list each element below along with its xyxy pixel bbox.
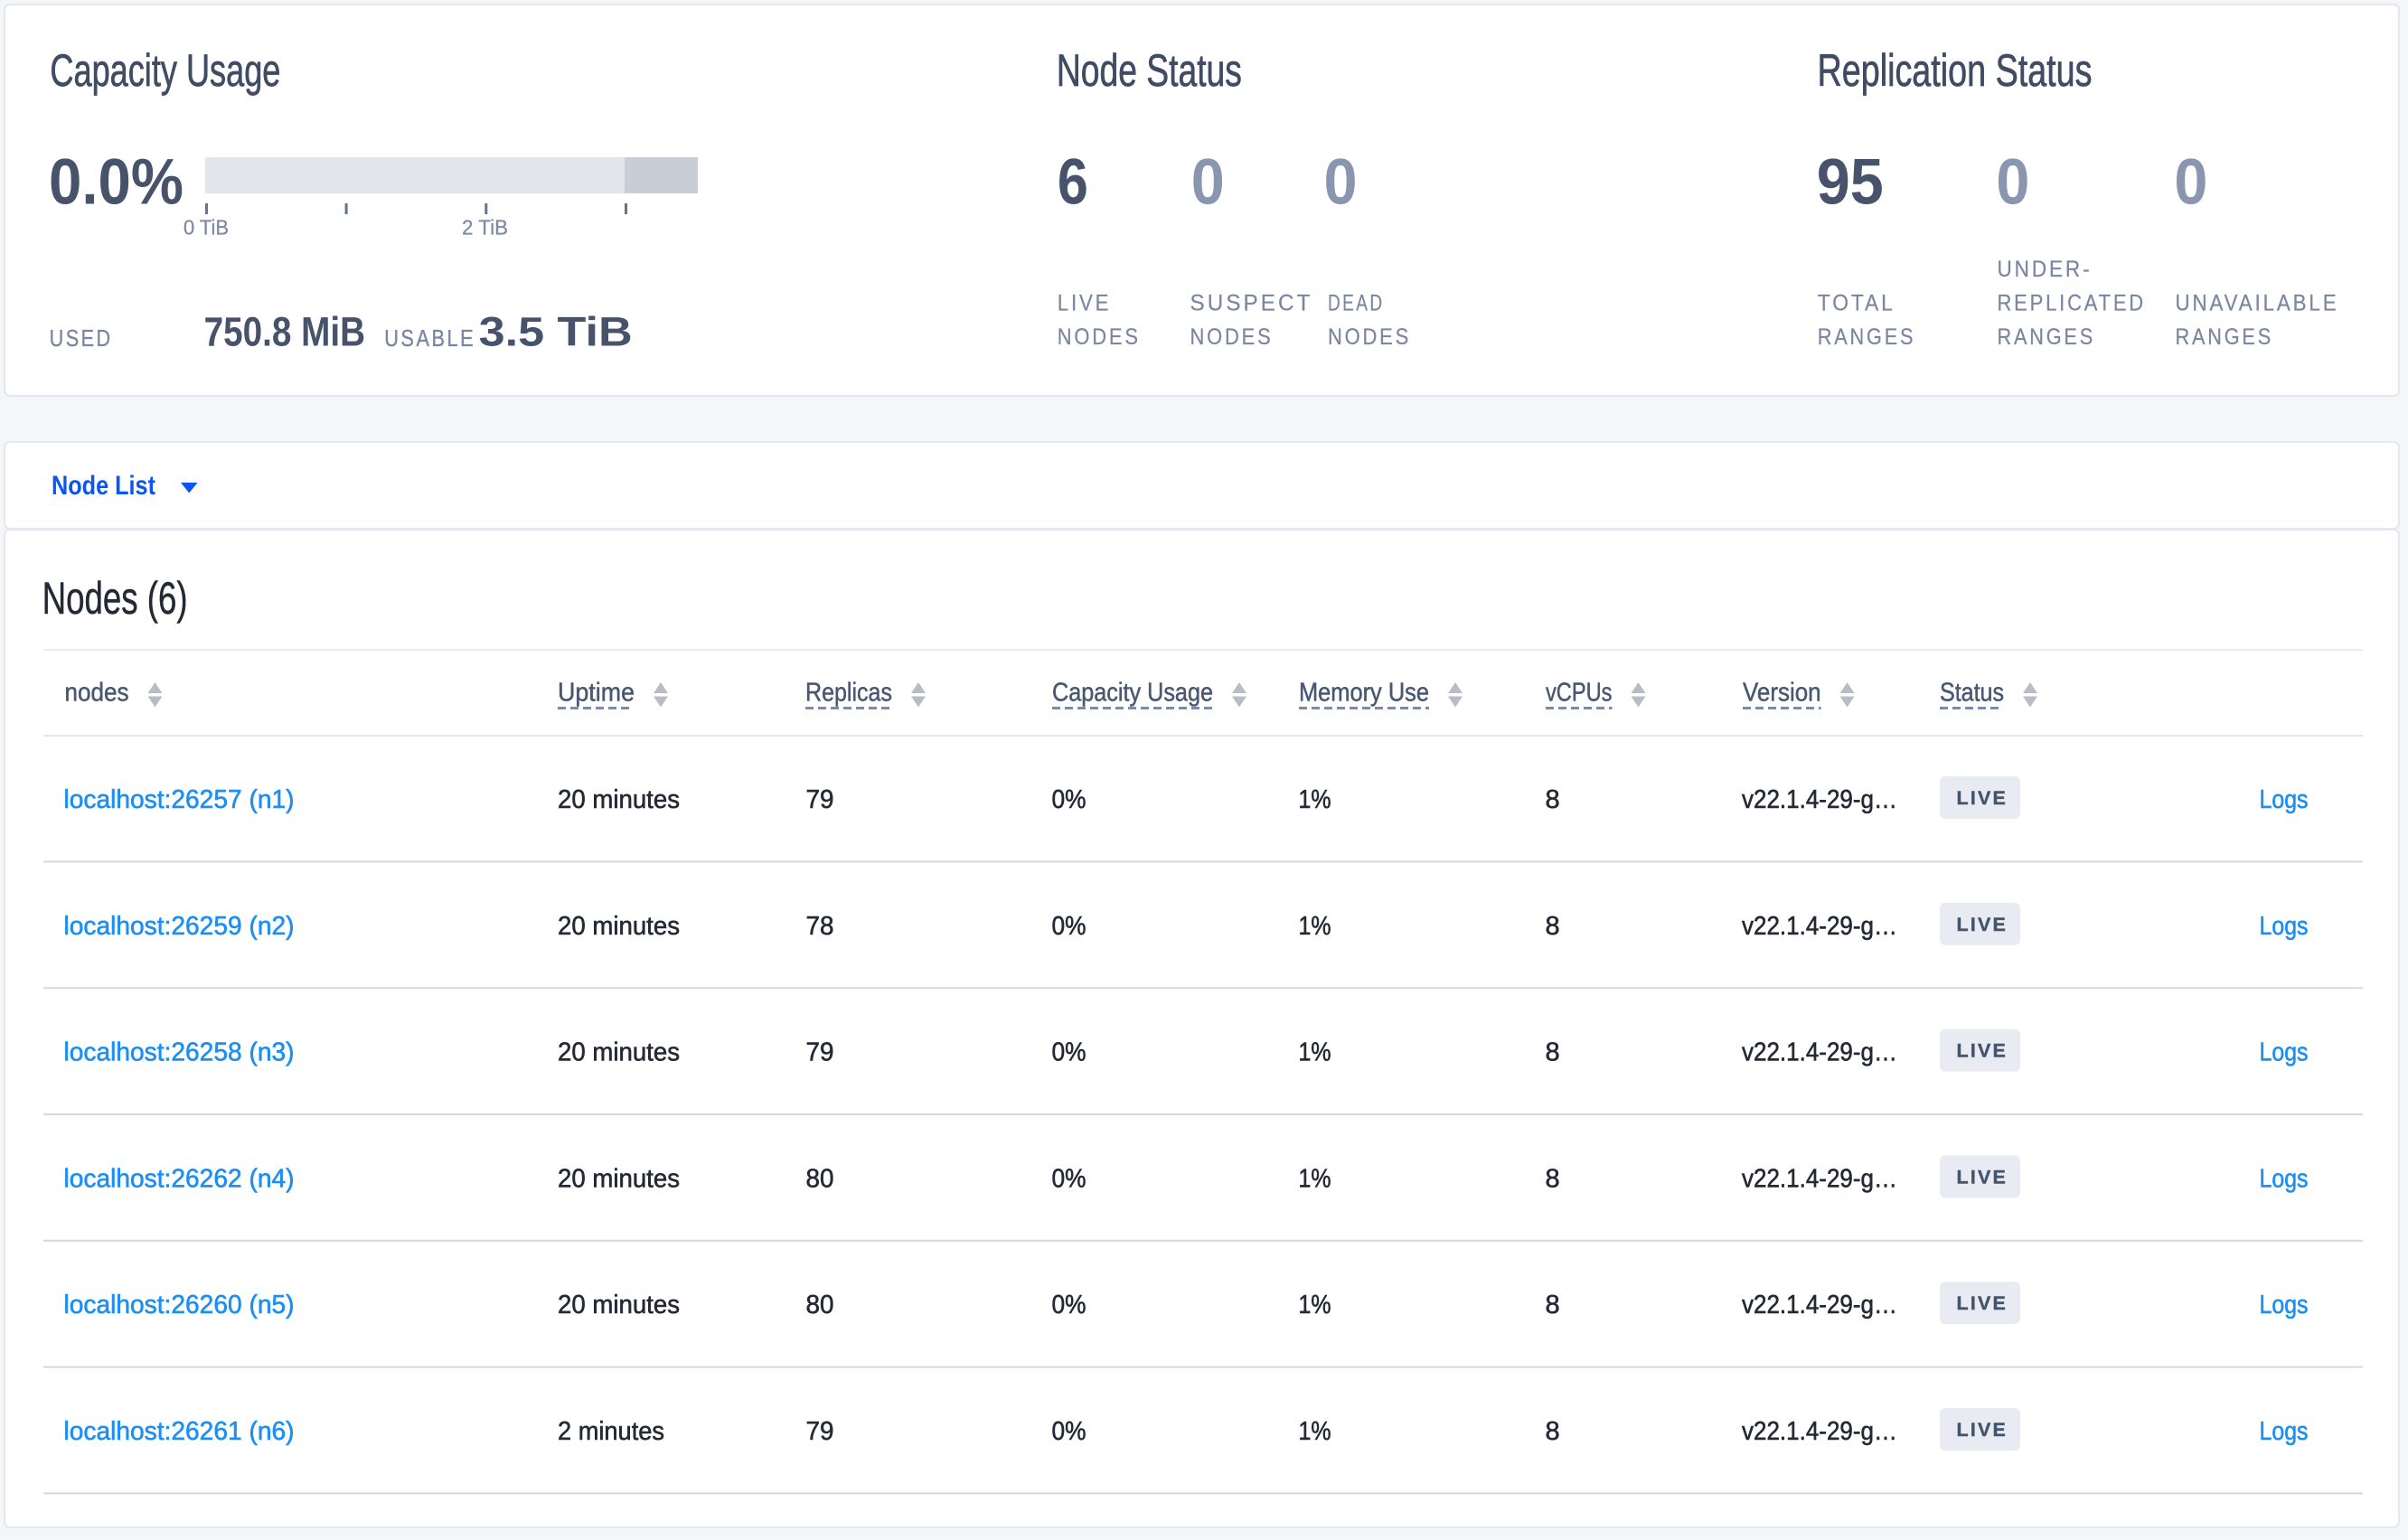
svg-text:20 minutes: 20 minutes — [558, 785, 680, 814]
svg-text:750.8 MiB: 750.8 MiB — [204, 309, 366, 355]
svg-text:8: 8 — [1546, 912, 1560, 941]
svg-text:NODES: NODES — [1190, 324, 1274, 350]
svg-text:0%: 0% — [1052, 1164, 1086, 1193]
svg-text:LIVE: LIVE — [1957, 1166, 2008, 1188]
svg-text:3.5 TiB: 3.5 TiB — [479, 309, 633, 355]
svg-text:localhost:26258 (n3): localhost:26258 (n3) — [64, 1038, 295, 1067]
svg-text:20 minutes: 20 minutes — [558, 1164, 680, 1193]
svg-text:Logs: Logs — [2260, 785, 2309, 814]
svg-text:0 TiB: 0 TiB — [183, 216, 229, 239]
svg-text:RANGES: RANGES — [2176, 324, 2274, 350]
svg-text:localhost:26257 (n1): localhost:26257 (n1) — [64, 785, 295, 814]
svg-text:UNDER-: UNDER- — [1998, 257, 2093, 282]
svg-text:0: 0 — [1191, 146, 1225, 219]
svg-text:REPLICATED: REPLICATED — [1998, 291, 2147, 316]
svg-text:20 minutes: 20 minutes — [558, 1038, 680, 1067]
svg-text:2 minutes: 2 minutes — [558, 1417, 664, 1446]
svg-text:localhost:26260 (n5): localhost:26260 (n5) — [64, 1291, 295, 1319]
svg-text:Logs: Logs — [2260, 1164, 2309, 1193]
svg-text:1%: 1% — [1299, 912, 1331, 941]
svg-text:vCPUs: vCPUs — [1546, 679, 1613, 708]
svg-text:LIVE: LIVE — [1957, 914, 2008, 935]
svg-text:Capacity Usage: Capacity Usage — [50, 45, 280, 96]
svg-text:1%: 1% — [1299, 1038, 1331, 1067]
svg-text:Memory Use: Memory Use — [1299, 679, 1429, 708]
svg-text:0%: 0% — [1052, 912, 1086, 941]
svg-text:Logs: Logs — [2260, 1417, 2309, 1446]
svg-text:nodes: nodes — [65, 679, 129, 708]
svg-text:Uptime: Uptime — [558, 679, 635, 708]
svg-text:Logs: Logs — [2260, 1038, 2309, 1067]
svg-text:6: 6 — [1058, 146, 1088, 219]
svg-text:0%: 0% — [1052, 1291, 1086, 1319]
svg-text:v22.1.4-29-g…: v22.1.4-29-g… — [1742, 1417, 1897, 1446]
svg-text:DEAD: DEAD — [1328, 291, 1385, 316]
svg-text:Node List: Node List — [52, 471, 155, 501]
svg-text:UNAVAILABLE: UNAVAILABLE — [2176, 291, 2339, 316]
svg-text:Version: Version — [1743, 679, 1821, 708]
svg-text:80: 80 — [806, 1164, 834, 1193]
svg-text:1%: 1% — [1299, 1417, 1331, 1446]
svg-text:v22.1.4-29-g…: v22.1.4-29-g… — [1742, 785, 1897, 814]
svg-text:79: 79 — [806, 1417, 834, 1446]
svg-text:Replicas: Replicas — [805, 679, 892, 708]
svg-text:localhost:26261 (n6): localhost:26261 (n6) — [64, 1417, 295, 1446]
svg-text:8: 8 — [1546, 1164, 1560, 1193]
svg-text:0: 0 — [1324, 146, 1358, 219]
svg-text:v22.1.4-29-g…: v22.1.4-29-g… — [1742, 1291, 1897, 1319]
svg-text:78: 78 — [806, 912, 834, 941]
svg-text:RANGES: RANGES — [1998, 324, 2096, 350]
svg-text:RANGES: RANGES — [1818, 324, 1916, 350]
svg-text:LIVE: LIVE — [1957, 1419, 2008, 1441]
svg-text:NODES: NODES — [1328, 324, 1411, 350]
svg-text:0%: 0% — [1052, 1038, 1086, 1067]
svg-text:Capacity Usage: Capacity Usage — [1052, 679, 1213, 708]
svg-text:Logs: Logs — [2260, 912, 2309, 941]
svg-text:1%: 1% — [1299, 1291, 1331, 1319]
svg-text:TOTAL: TOTAL — [1818, 291, 1895, 316]
svg-text:Nodes (6): Nodes (6) — [42, 573, 188, 624]
svg-text:0: 0 — [1996, 146, 2029, 219]
svg-text:8: 8 — [1546, 1038, 1560, 1067]
svg-text:LIVE: LIVE — [1957, 1040, 2008, 1062]
svg-text:LIVE: LIVE — [1957, 787, 2008, 809]
svg-text:79: 79 — [806, 785, 834, 814]
svg-text:Status: Status — [1940, 679, 2004, 708]
svg-text:0: 0 — [2174, 146, 2207, 219]
svg-text:LIVE: LIVE — [1957, 1292, 2008, 1314]
svg-text:v22.1.4-29-g…: v22.1.4-29-g… — [1742, 1164, 1897, 1193]
svg-text:1%: 1% — [1299, 785, 1331, 814]
svg-text:0.0%: 0.0% — [49, 146, 183, 219]
svg-text:8: 8 — [1546, 1291, 1560, 1319]
svg-text:USED: USED — [50, 324, 113, 352]
svg-text:LIVE: LIVE — [1058, 291, 1112, 316]
svg-text:8: 8 — [1546, 785, 1560, 814]
svg-text:v22.1.4-29-g…: v22.1.4-29-g… — [1742, 912, 1897, 941]
svg-text:79: 79 — [806, 1038, 834, 1067]
svg-text:localhost:26259 (n2): localhost:26259 (n2) — [64, 912, 295, 941]
svg-text:NODES: NODES — [1058, 324, 1141, 350]
svg-text:Node Status: Node Status — [1057, 45, 1242, 96]
svg-text:20 minutes: 20 minutes — [558, 1291, 680, 1319]
svg-text:Logs: Logs — [2260, 1291, 2309, 1319]
svg-text:0%: 0% — [1052, 785, 1086, 814]
svg-text:95: 95 — [1817, 146, 1884, 219]
svg-text:80: 80 — [806, 1291, 834, 1319]
svg-text:v22.1.4-29-g…: v22.1.4-29-g… — [1742, 1038, 1897, 1067]
svg-text:1%: 1% — [1299, 1164, 1331, 1193]
svg-text:localhost:26262 (n4): localhost:26262 (n4) — [64, 1164, 295, 1193]
svg-text:8: 8 — [1546, 1417, 1560, 1446]
svg-text:Replication Status: Replication Status — [1818, 45, 2093, 96]
svg-text:SUSPECT: SUSPECT — [1190, 291, 1313, 316]
svg-text:USABLE: USABLE — [384, 324, 475, 352]
svg-text:0%: 0% — [1052, 1417, 1086, 1446]
svg-text:2 TiB: 2 TiB — [462, 216, 508, 239]
svg-text:20 minutes: 20 minutes — [558, 912, 680, 941]
